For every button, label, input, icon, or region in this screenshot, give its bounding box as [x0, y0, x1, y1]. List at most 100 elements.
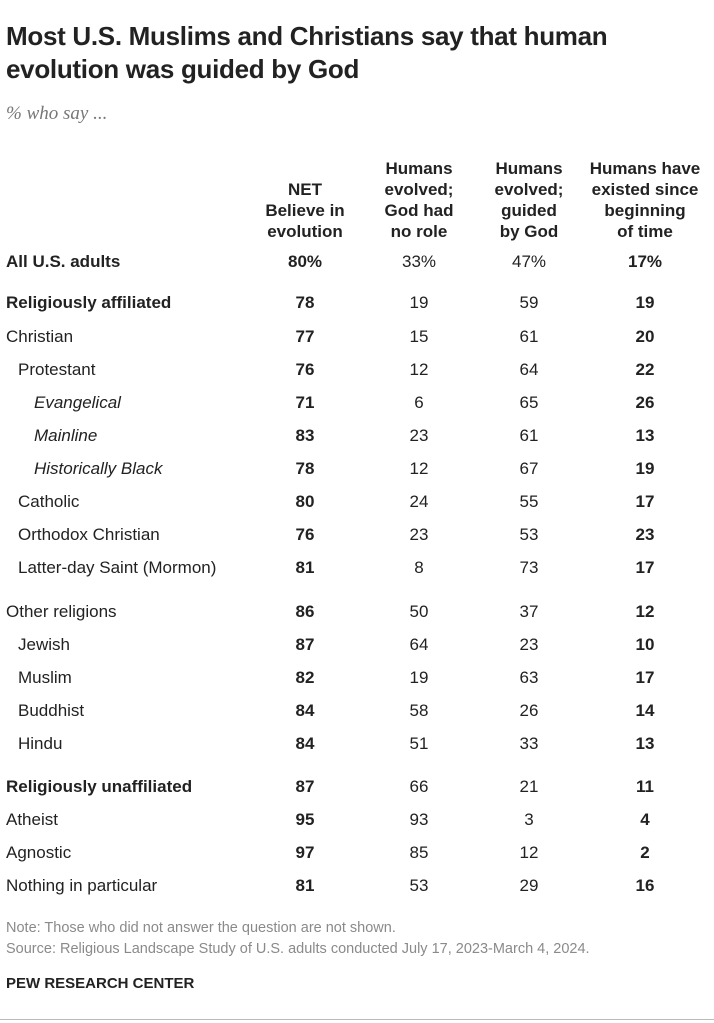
column-header-line: guided: [501, 201, 557, 220]
table-cell: 2: [640, 843, 650, 862]
row-label: All U.S. adults: [6, 252, 121, 271]
table-cell: 19: [409, 293, 429, 312]
table-cell: 66: [409, 777, 429, 796]
column-header-line: Believe in: [265, 201, 345, 220]
table-cell: 17: [635, 558, 655, 577]
table-cell: 86: [295, 602, 315, 621]
column-header-line: existed since: [591, 180, 699, 199]
table-cell: 12: [409, 459, 429, 478]
table-cell: 84: [295, 734, 315, 753]
table-cell: 64: [519, 360, 539, 379]
column-header-line: evolution: [267, 222, 343, 241]
row-label: Jewish: [18, 635, 70, 654]
column-header-line: Humans: [495, 159, 563, 178]
table-cell: 64: [409, 635, 429, 654]
column-header-line: NET: [288, 180, 322, 199]
table-cell: 15: [409, 327, 429, 346]
row-label: Nothing in particular: [6, 876, 158, 895]
table-cell: 47%: [511, 252, 547, 271]
table-cell: 6: [414, 393, 424, 412]
table-cell: 83: [295, 426, 315, 445]
row-label: Catholic: [18, 492, 80, 511]
row-label: Protestant: [18, 360, 96, 379]
table-cell: 17: [635, 492, 655, 511]
row-label: Christian: [6, 327, 74, 346]
table-cell: 81: [295, 558, 315, 577]
table-cell: 16: [635, 876, 655, 895]
table-cell: 17: [635, 668, 655, 687]
row-label: Buddhist: [18, 701, 85, 720]
table-cell: 80%: [287, 252, 323, 271]
table-cell: 58: [409, 701, 429, 720]
column-header-line: evolved;: [494, 180, 564, 199]
table-cell: 55: [519, 492, 539, 511]
table-cell: 77: [295, 327, 315, 346]
row-label: Mainline: [34, 426, 98, 445]
column-header-line: beginning: [604, 201, 686, 220]
table-cell: 61: [519, 426, 539, 445]
table-cell: 4: [640, 810, 650, 829]
table-cell: 23: [519, 635, 539, 654]
table-cell: 11: [636, 777, 654, 796]
source-text: Source: Religious Landscape Study of U.S…: [6, 941, 590, 957]
table-cell: 50: [409, 602, 429, 621]
column-header-2: Humans evolved; God had no role: [349, 158, 489, 242]
row-label: Religiously unaffiliated: [6, 777, 193, 796]
column-header-line: by God: [499, 222, 559, 241]
table-cell: 13: [635, 734, 655, 753]
table-cell: 93: [409, 810, 429, 829]
row-label: Orthodox Christian: [18, 525, 160, 544]
table-cell: 13: [635, 426, 655, 445]
table-cell: 14: [635, 701, 655, 720]
table-cell: 29: [519, 876, 539, 895]
table-cell: 37: [519, 602, 539, 621]
column-header-line: Humans have: [589, 159, 701, 178]
column-header-line: no role: [390, 222, 448, 241]
row-label: Other religions: [6, 602, 117, 621]
bottom-rule: [0, 1019, 714, 1020]
table-cell: 59: [519, 293, 539, 312]
table-cell: 87: [295, 635, 315, 654]
table-cell: 76: [295, 360, 315, 379]
column-header-line: of time: [617, 222, 673, 241]
table-cell: 87: [295, 777, 315, 796]
column-header-3: Humans evolved; guided by God: [459, 158, 599, 242]
table-cell: 19: [409, 668, 429, 687]
chart-title: Most U.S. Muslims and Christians say tha…: [6, 21, 608, 84]
table-cell: 53: [519, 525, 539, 544]
row-label: Evangelical: [34, 393, 121, 412]
table-cell: 85: [409, 843, 429, 862]
table-cell: 53: [409, 876, 429, 895]
table-cell: 10: [635, 635, 655, 654]
row-label: Religiously affiliated: [6, 293, 172, 312]
table-cell: 12: [519, 843, 539, 862]
row-label: Hindu: [18, 734, 63, 753]
column-header-4: Humans have existed since beginning of time: [575, 158, 714, 242]
table-cell: 20: [635, 327, 655, 346]
table-cell: 76: [295, 525, 315, 544]
column-header-line: Humans: [385, 159, 453, 178]
column-headers: NET Believe in evolution Humans evolved; God …: [0, 158, 714, 242]
table-cell: 33: [519, 734, 539, 753]
table-cell: 3: [524, 810, 534, 829]
table-cell: 84: [295, 701, 315, 720]
table-cell: 12: [409, 360, 429, 379]
table-cell: 17%: [627, 252, 663, 271]
table-cell: 61: [519, 327, 539, 346]
table-cell: 22: [635, 360, 655, 379]
table-cell: 97: [295, 843, 315, 862]
table-cell: 81: [295, 876, 315, 895]
note-text: Note: Those who did not answer the quest…: [6, 920, 396, 936]
table-cell: 23: [409, 426, 429, 445]
column-header-1: NET Believe in evolution: [235, 179, 375, 242]
table-cell: 82: [295, 668, 315, 687]
table-cell: 23: [635, 525, 655, 544]
table-cell: 21: [519, 777, 539, 796]
table-cell: 33%: [401, 252, 437, 271]
table-cell: 65: [519, 393, 539, 412]
table-cell: 19: [635, 459, 655, 478]
table-cell: 12: [635, 602, 655, 621]
column-header-line: God had: [384, 201, 454, 220]
table-cell: 67: [519, 459, 539, 478]
row-label: Historically Black: [34, 459, 163, 478]
